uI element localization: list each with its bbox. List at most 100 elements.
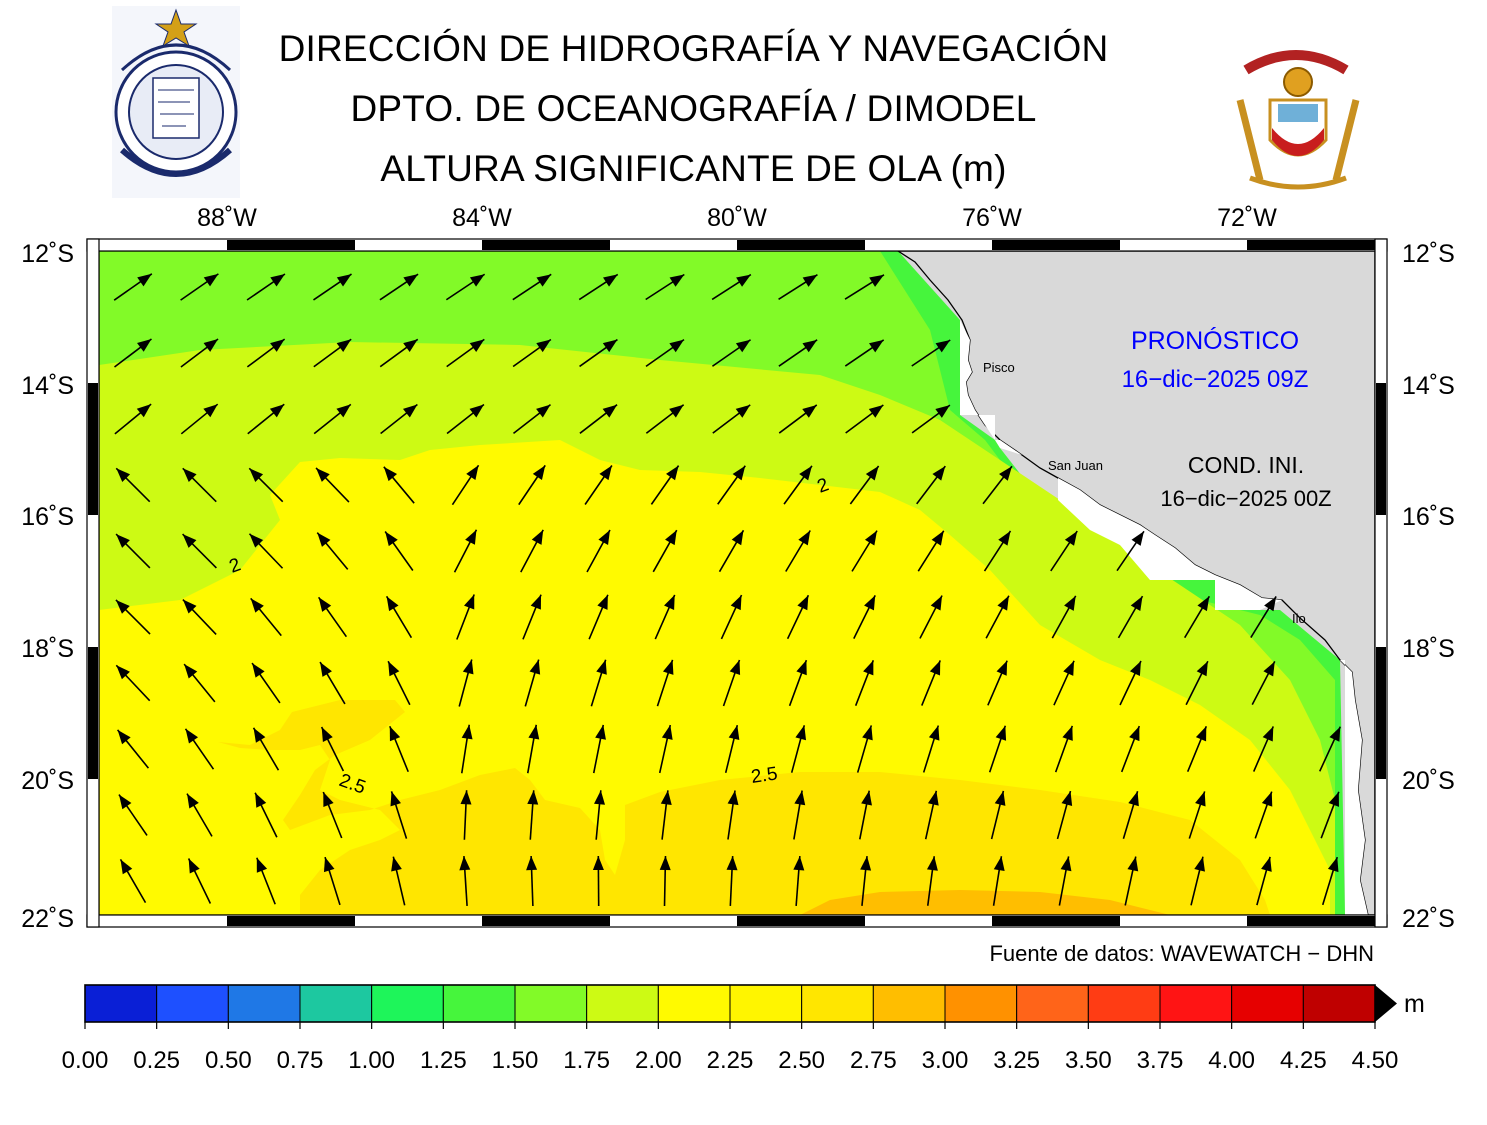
colorbar-swatch: [1159, 984, 1233, 1023]
lat-label-right-20s: 20˚S: [1402, 767, 1455, 795]
wave-arrow: [860, 856, 872, 906]
wave-arrow: [579, 338, 618, 368]
wave-arrow: [522, 594, 542, 640]
colorbar-tick-label: 2.00: [635, 1047, 682, 1074]
wave-arrow: [520, 529, 544, 573]
wave-arrow: [512, 338, 552, 368]
wave-arrow: [1056, 790, 1073, 840]
wave-arrow: [711, 339, 752, 367]
wave-arrow: [451, 464, 480, 506]
lat-label-left-12s: 12˚S: [21, 240, 74, 268]
wave-arrow: [446, 403, 485, 435]
frame-right-segment: [1376, 383, 1386, 515]
lat-label-left-18s: 18˚S: [21, 635, 74, 663]
colorbar-tick-label: 0.50: [205, 1047, 252, 1074]
colorbar-tick-label: 4.00: [1208, 1047, 1255, 1074]
wave-arrow: [385, 595, 413, 639]
wave-arrow: [717, 465, 746, 505]
wave-arrow: [1186, 725, 1208, 773]
lon-label-72w: 72˚W: [1217, 204, 1277, 232]
wave-arrow: [579, 404, 618, 434]
lon-label-80w: 80˚W: [707, 204, 767, 232]
data-source-note: Fuente de datos: WAVEWATCH − DHN: [989, 941, 1374, 966]
frame-left-segment: [88, 383, 98, 515]
wave-arrow: [586, 529, 611, 573]
wave-arrow: [1321, 856, 1339, 906]
wave-arrow: [1117, 595, 1144, 639]
colorbar-swatch: [657, 984, 731, 1023]
wave-arrow: [248, 467, 284, 503]
longitude-labels: 88˚W 84˚W 80˚W 76˚W 72˚W: [197, 204, 1277, 232]
wave-arrow: [856, 725, 873, 773]
wave-arrow: [983, 530, 1012, 572]
wave-direction-arrows: [113, 273, 1341, 907]
latitude-labels-left: 12˚S 14˚S 16˚S 18˚S 20˚S 22˚S: [21, 240, 74, 933]
frame-top-segment: [482, 240, 610, 250]
wave-arrow: [853, 595, 876, 639]
wave-arrow: [592, 855, 604, 907]
wave-arrow: [320, 726, 345, 772]
wave-arrow: [652, 529, 678, 573]
colorbar-swatch: [1302, 984, 1376, 1023]
wave-arrow: [115, 467, 151, 503]
wave-arrow: [114, 403, 152, 435]
wave-arrow: [180, 273, 219, 301]
wave-arrow: [115, 599, 151, 635]
wave-arrow: [584, 465, 613, 505]
wave-arrow: [992, 856, 1005, 906]
wave-arrow: [788, 659, 808, 707]
wave-arrow: [458, 659, 474, 707]
frame-top-segment: [737, 240, 865, 250]
init-label: COND. INI.: [1188, 452, 1304, 478]
wave-arrow: [323, 856, 341, 906]
colorbar-tick-labels: 0.00 0.25 0.50 0.75 1.00 1.25 1.50 1.75 2.00 2.25…: [62, 1022, 1398, 1074]
frame-right-strip: [1374, 238, 1388, 928]
frame-top-segment: [227, 240, 355, 250]
wave-arrow: [911, 339, 951, 367]
colorbar-tick-label: 3.00: [922, 1047, 969, 1074]
title-line-1: DIRECCIÓN DE HIDROGRAFÍA Y NAVEGACIÓN: [278, 28, 1109, 69]
wave-arrow: [246, 273, 286, 301]
colorbar-tick-label: 1.75: [563, 1047, 610, 1074]
wave-arrow: [246, 338, 286, 368]
wave-arrow: [845, 404, 884, 434]
wave-arrow: [316, 532, 349, 570]
wave-arrow: [844, 274, 885, 300]
wave-arrow: [317, 596, 348, 638]
wave-arrow: [921, 660, 941, 706]
title-line-2: DPTO. DE OCEANOGRAFÍA / DIMODEL: [350, 88, 1037, 129]
wave-arrow: [384, 531, 414, 571]
colorbar-tick-label: 0.00: [62, 1047, 109, 1074]
contour-label-2-5-center: 2.5: [750, 763, 779, 787]
wave-arrow: [778, 404, 818, 434]
wave-arrow: [1183, 595, 1211, 639]
wave-arrow: [180, 338, 219, 368]
wave-arrow: [113, 273, 153, 301]
wave-arrow: [793, 856, 805, 906]
dhn-seal-logo: [112, 6, 240, 198]
wave-arrow: [660, 790, 672, 840]
wave-arrow: [379, 338, 419, 368]
colorbar-tick-label: 3.25: [993, 1047, 1040, 1074]
wave-arrow: [182, 467, 217, 503]
wave-arrow: [1256, 856, 1272, 906]
frame-bottom-segment: [227, 916, 355, 926]
wave-arrow: [513, 403, 551, 435]
wave-arrow: [114, 338, 152, 368]
wave-arrow: [251, 662, 281, 704]
wave-arrow: [987, 660, 1008, 706]
colorbar-tick-label: 1.25: [420, 1047, 467, 1074]
frame-left-segment: [88, 647, 98, 779]
colorbar-tick-label: 0.75: [277, 1047, 324, 1074]
wave-arrow: [654, 594, 676, 640]
wave-arrow: [460, 724, 473, 774]
colorbar-swatch: [227, 984, 301, 1023]
lat-label-right-14s: 14˚S: [1402, 372, 1455, 400]
wave-arrow: [858, 790, 872, 840]
colorbar-swatch: [586, 984, 659, 1023]
wave-arrow: [650, 465, 680, 505]
wave-arrow: [456, 594, 475, 640]
wave-arrow: [924, 790, 939, 840]
wave-arrow: [526, 724, 540, 774]
